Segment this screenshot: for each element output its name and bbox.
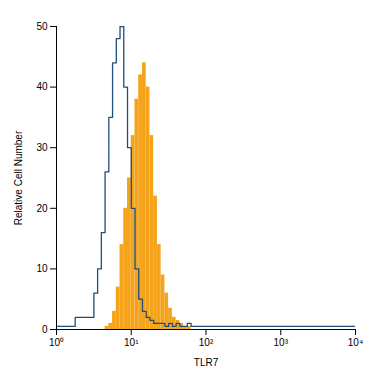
svg-text:0: 0 <box>42 324 48 335</box>
svg-text:50: 50 <box>36 21 48 32</box>
svg-text:30: 30 <box>36 142 48 153</box>
svg-text:TLR7: TLR7 <box>194 357 219 368</box>
svg-text:Relative Cell Number: Relative Cell Number <box>13 130 24 225</box>
svg-text:10¹: 10¹ <box>124 337 139 348</box>
svg-text:10²: 10² <box>199 337 214 348</box>
svg-text:20: 20 <box>36 203 48 214</box>
svg-text:10³: 10³ <box>274 337 289 348</box>
svg-text:10: 10 <box>36 263 48 274</box>
svg-text:10⁰: 10⁰ <box>49 337 64 348</box>
svg-text:40: 40 <box>36 81 48 92</box>
svg-text:10⁴: 10⁴ <box>348 337 363 348</box>
